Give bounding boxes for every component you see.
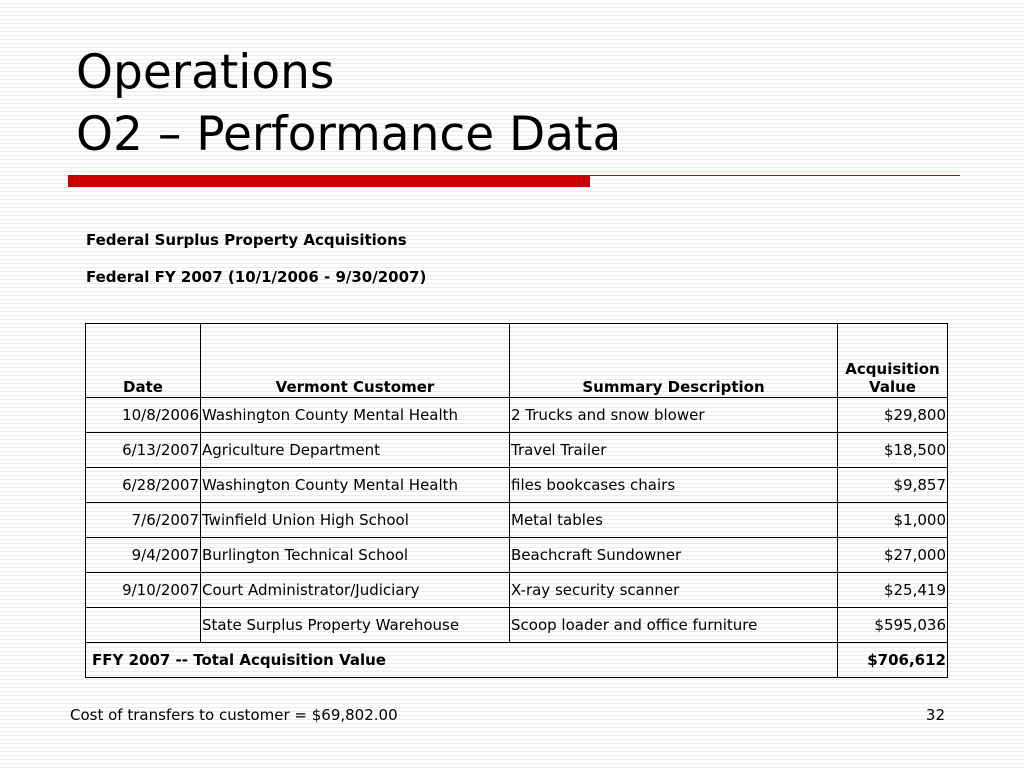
table-row: 6/28/2007 Washington County Mental Health… (85, 467, 948, 503)
cell-value: $595,036 (837, 607, 948, 643)
cell-value: $27,000 (837, 537, 948, 573)
acquisitions-table: Date Vermont Customer Summary Descriptio… (85, 323, 948, 678)
cell-date: 6/28/2007 (85, 467, 201, 503)
cell-value: $25,419 (837, 572, 948, 608)
footer-note: Cost of transfers to customer = $69,802.… (70, 706, 398, 724)
table-body: 10/8/2006 Washington County Mental Health… (85, 397, 948, 678)
title-underline-bar (68, 175, 590, 187)
cell-date: 7/6/2007 (85, 502, 201, 538)
cell-value: $1,000 (837, 502, 948, 538)
slide-title: Operations O2 – Performance Data (76, 42, 621, 166)
cell-description: X-ray security scanner (509, 572, 838, 608)
header-customer: Vermont Customer (200, 323, 510, 398)
table-row: 6/13/2007 Agriculture Department Travel Tr… (85, 432, 948, 468)
table-subheading: Federal FY 2007 (10/1/2006 - 9/30/2007) (86, 268, 427, 286)
page-number: 32 (925, 706, 945, 724)
title-line-2: O2 – Performance Data (76, 107, 622, 162)
header-value-line-1: Acquisition (845, 360, 940, 378)
cell-date: 9/10/2007 (85, 572, 201, 608)
cell-date (85, 607, 201, 643)
table-row: 9/10/2007 Court Administrator/Judiciary X-… (85, 572, 948, 608)
title-underline-line (590, 175, 960, 176)
cell-customer: Washington County Mental Health (200, 467, 510, 503)
cell-value: $9,857 (837, 467, 948, 503)
cell-description: Scoop loader and office furniture (509, 607, 838, 643)
table-row: 9/4/2007 Burlington Technical School Beach… (85, 537, 948, 573)
total-row: FFY 2007 -- Total Acquisition Value $706… (85, 642, 948, 678)
cell-customer: Agriculture Department (200, 432, 510, 468)
cell-description: 2 Trucks and snow blower (509, 397, 838, 433)
header-date: Date (85, 323, 201, 398)
cell-customer: Court Administrator/Judiciary (200, 572, 510, 608)
table-heading: Federal Surplus Property Acquisitions (86, 231, 407, 249)
cell-date: 10/8/2006 (85, 397, 201, 433)
cell-customer: Washington County Mental Health (200, 397, 510, 433)
cell-value: $29,800 (837, 397, 948, 433)
table-row: 10/8/2006 Washington County Mental Health… (85, 397, 948, 433)
table-row: 7/6/2007 Twinfield Union High School Metal… (85, 502, 948, 538)
cell-customer: Twinfield Union High School (200, 502, 510, 538)
cell-customer: State Surplus Property Warehouse (200, 607, 510, 643)
cell-description: Metal tables (509, 502, 838, 538)
cell-value: $18,500 (837, 432, 948, 468)
cell-description: files bookcases chairs (509, 467, 838, 503)
table-header-row: Date Vermont Customer Summary Descriptio… (85, 323, 948, 398)
total-value: $706,612 (837, 642, 948, 678)
header-value-line-2: Value (869, 378, 916, 396)
header-value: Acquisition Value (837, 323, 948, 398)
cell-customer: Burlington Technical School (200, 537, 510, 573)
table-row: State Surplus Property Warehouse Scoop lo… (85, 607, 948, 643)
cell-date: 6/13/2007 (85, 432, 201, 468)
cell-date: 9/4/2007 (85, 537, 201, 573)
title-line-1: Operations (76, 45, 335, 100)
cell-description: Beachcraft Sundowner (509, 537, 838, 573)
total-label: FFY 2007 -- Total Acquisition Value (85, 642, 838, 678)
header-description: Summary Description (509, 323, 838, 398)
cell-description: Travel Trailer (509, 432, 838, 468)
